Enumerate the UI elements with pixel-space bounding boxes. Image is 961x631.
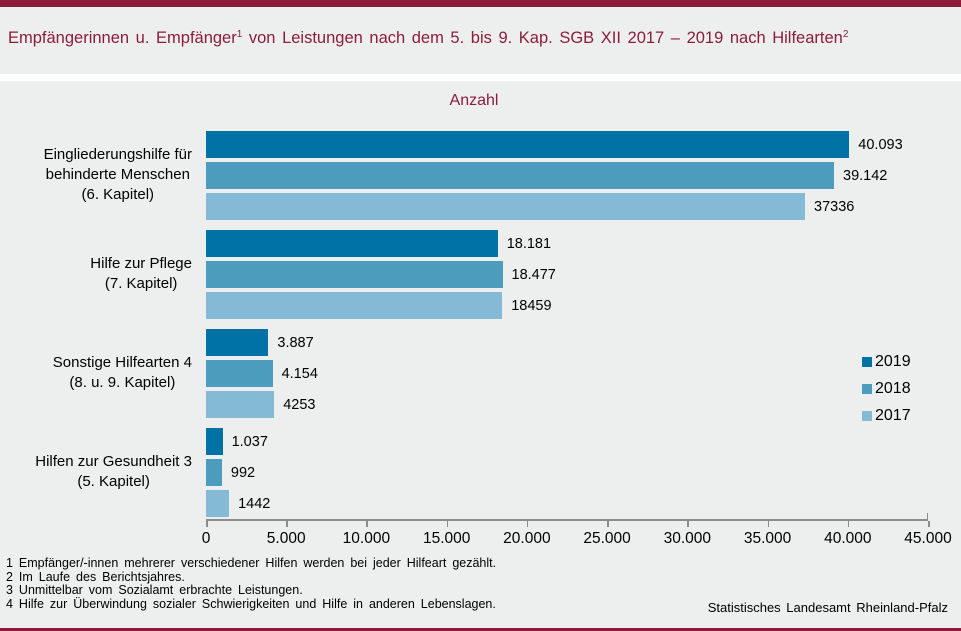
bar-2018: [206, 261, 503, 288]
bar-2018: [206, 162, 834, 189]
category-label-text: Hilfen zur Gesundheit 3 (5. Kapitel): [35, 453, 192, 490]
x-axis-tick: [286, 521, 288, 527]
x-tick-label: 30.000: [663, 530, 712, 547]
bar-2018: [206, 360, 273, 387]
value-label: 40.093: [858, 136, 903, 153]
category-label: Eingliederungshilfe für behinderte Mensch…: [0, 131, 198, 219]
category-label: Sonstige Hilfearten 4 (8. u. 9. Kapitel): [0, 329, 198, 417]
x-axis-line: [206, 519, 928, 521]
value-label: 39.142: [843, 167, 888, 184]
x-axis-tick: [366, 521, 368, 527]
value-label: 18.477: [511, 266, 556, 283]
value-label: 992: [230, 464, 256, 481]
legend-label: 2017: [875, 407, 911, 424]
x-tick-label: 35.000: [743, 530, 792, 547]
axis-title: Anzahl: [449, 92, 499, 109]
title-text-2: von Leistungen nach dem 5. bis 9. Kap. S…: [242, 29, 843, 47]
divider: [0, 74, 961, 81]
bar-2017: [206, 193, 805, 220]
x-tick-label: 0: [201, 530, 211, 547]
x-tick-label: 40.000: [824, 530, 872, 547]
x-axis-tick: [767, 521, 770, 527]
value-label: 18.181: [506, 235, 552, 252]
value-label: 18459: [511, 297, 552, 314]
title-text-1: Empfängerinnen u. Empfänger: [8, 29, 237, 47]
value-label: 4253: [283, 396, 316, 413]
x-axis-end-cap: [926, 513, 928, 519]
bottom-accent-bar: [0, 628, 961, 631]
legend-swatch-2017: [862, 411, 872, 421]
x-axis-tick: [928, 521, 930, 527]
legend-item-2017: 2017: [862, 407, 911, 425]
x-tick-label: 20.000: [503, 530, 551, 547]
legend-swatch-2019: [862, 357, 872, 367]
x-axis-tick: [687, 521, 689, 527]
legend-label: 2019: [875, 353, 911, 370]
footnote-line: 4 Hilfe zur Überwindung sozialer Schwier…: [6, 596, 496, 611]
category-label-text: Eingliederungshilfe für behinderte Mensch…: [43, 146, 192, 203]
legend-item-2018: 2018: [862, 380, 911, 398]
value-label: 3.887: [277, 334, 314, 351]
bar-2019: [206, 428, 223, 455]
bar-2018: [206, 459, 222, 486]
value-label: 1442: [238, 495, 271, 512]
value-label: 37336: [814, 198, 855, 215]
x-tick-label: 25.000: [583, 530, 631, 547]
legend-swatch-2018: [862, 384, 872, 394]
x-tick-label: 45.000: [904, 530, 952, 547]
category-label: Hilfen zur Gesundheit 3 (5. Kapitel): [0, 428, 198, 516]
footnote-line: 3 Unmittelbar vom Sozialamt erbrachte Le…: [6, 583, 303, 598]
title-footnote-ref-2: 2: [842, 29, 849, 40]
bar-2017: [206, 490, 230, 517]
legend-item-2019: 2019: [862, 353, 911, 371]
category-label-text: Sonstige Hilfearten 4 (8. u. 9. Kapitel): [52, 354, 192, 391]
category-label-text: Hilfe zur Pflege (7. Kapitel): [90, 255, 192, 292]
bar-2017: [206, 391, 275, 418]
bar-2019: [206, 329, 269, 356]
legend-label: 2018: [875, 380, 911, 397]
bar-2019: [206, 131, 850, 158]
title-footnote-ref-1: 1: [236, 29, 243, 40]
value-label: 1.037: [231, 433, 268, 450]
category-label: Hilfe zur Pflege (7. Kapitel): [0, 230, 198, 318]
x-axis-tick: [446, 521, 449, 527]
bar-2017: [206, 292, 503, 319]
value-label: 4.154: [281, 365, 318, 382]
source-attribution: Statistisches Landesamt Rheinland-Pfalz: [707, 600, 948, 615]
footnote-line: 1 Empfänger/-innen mehrerer verschiedene…: [6, 556, 497, 570]
page-title: Empfängerinnen u. Empfänger1 von Leistun…: [8, 29, 953, 48]
x-tick-label: 5.000: [266, 530, 306, 547]
footnotes: 1 Empfänger/-innen mehrerer verschiedene…: [6, 556, 497, 611]
top-accent-bar: [0, 0, 961, 7]
footnote-line: 2 Im Laufe des Berichtsjahres.: [6, 569, 185, 584]
x-axis-tick: [847, 521, 850, 527]
x-axis-tick: [206, 521, 208, 527]
x-axis-tick: [607, 521, 609, 527]
x-axis-tick: [526, 521, 529, 527]
x-tick-label: 10.000: [342, 530, 391, 547]
x-tick-label: 15.000: [422, 530, 471, 547]
bar-2019: [206, 230, 498, 257]
